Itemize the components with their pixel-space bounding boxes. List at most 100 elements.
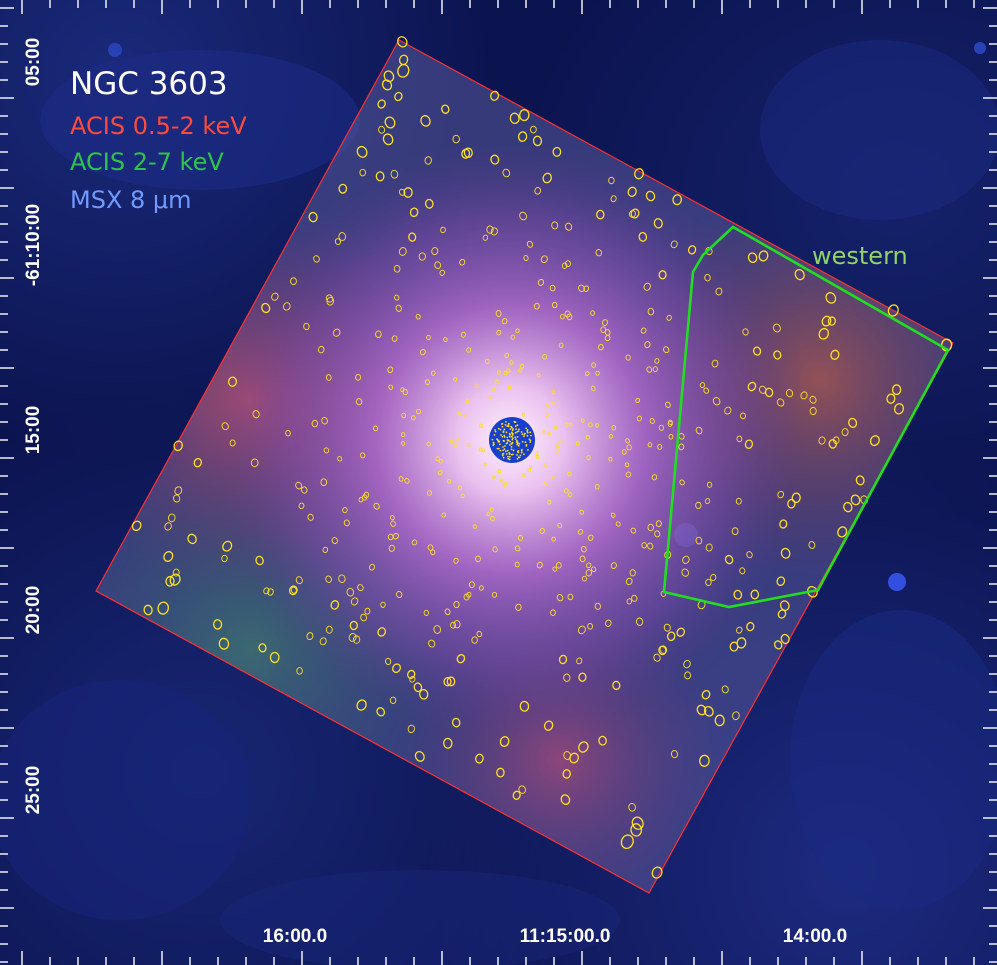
source-ellipse bbox=[295, 481, 303, 490]
source-ellipse bbox=[348, 633, 357, 642]
core-source-dot bbox=[528, 438, 531, 441]
source-ellipse bbox=[267, 588, 274, 596]
source-ellipse bbox=[621, 449, 627, 455]
source-ellipse bbox=[569, 752, 579, 764]
core-source-dot bbox=[514, 438, 517, 440]
source-ellipse bbox=[540, 255, 548, 264]
core-source-dot bbox=[517, 451, 520, 454]
dec-tick-label: 20:00 bbox=[23, 585, 44, 635]
core-source-dot bbox=[514, 436, 517, 439]
source-ellipse bbox=[313, 255, 320, 263]
source-ellipse bbox=[458, 485, 463, 491]
source-ellipse bbox=[695, 426, 703, 435]
core-source-dot bbox=[517, 430, 520, 432]
source-ellipse bbox=[577, 529, 584, 535]
source-ellipse bbox=[502, 168, 511, 178]
source-ellipse bbox=[486, 511, 491, 517]
source-ellipse bbox=[261, 302, 271, 314]
source-ellipse bbox=[578, 672, 587, 682]
source-ellipse bbox=[523, 255, 529, 261]
source-ellipse bbox=[550, 609, 556, 616]
source-ellipse bbox=[608, 434, 613, 439]
core-source-dot bbox=[520, 451, 523, 454]
core-sources bbox=[491, 420, 532, 461]
source-ellipse bbox=[519, 211, 527, 221]
core-source-dot bbox=[518, 428, 520, 431]
source-ellipse bbox=[173, 440, 183, 452]
source-ellipse bbox=[456, 654, 466, 664]
source-ellipse bbox=[307, 513, 314, 521]
source-ellipse bbox=[173, 494, 181, 503]
dec-tick-label: 15:00 bbox=[23, 405, 44, 455]
source-ellipse bbox=[631, 816, 644, 830]
source-ellipse bbox=[361, 494, 368, 501]
dec-tick-label: 05:00 bbox=[23, 37, 44, 87]
source-ellipse bbox=[647, 442, 653, 448]
source-ellipse bbox=[398, 247, 407, 256]
source-ellipse bbox=[557, 522, 563, 529]
source-ellipse bbox=[515, 328, 520, 334]
source-ellipse bbox=[408, 232, 417, 242]
core-source-dot bbox=[512, 428, 514, 430]
source-ellipse bbox=[818, 436, 826, 445]
source-ellipse bbox=[681, 568, 689, 577]
source-ellipse bbox=[384, 116, 396, 129]
source-ellipse bbox=[731, 527, 739, 536]
source-ellipse bbox=[474, 383, 479, 389]
core-source-dot bbox=[509, 428, 512, 430]
core-source-dot bbox=[514, 421, 516, 423]
core-source-dot bbox=[503, 434, 506, 437]
source-ellipse bbox=[830, 349, 840, 360]
source-ellipse bbox=[537, 278, 545, 286]
source-ellipse bbox=[424, 379, 431, 386]
core-source-dot bbox=[503, 428, 506, 431]
source-ellipse bbox=[385, 657, 392, 665]
acis-footprint-outline bbox=[95, 39, 954, 894]
source-ellipse bbox=[501, 318, 508, 325]
source-ellipse bbox=[578, 741, 589, 753]
source-ellipse bbox=[581, 575, 587, 582]
background-nebula bbox=[0, 40, 997, 965]
source-ellipse bbox=[629, 569, 636, 577]
source-ellipse bbox=[431, 247, 439, 256]
source-ellipse bbox=[519, 700, 530, 712]
core-source-dot bbox=[516, 442, 519, 445]
source-ellipse bbox=[580, 546, 587, 553]
source-ellipse bbox=[891, 384, 902, 396]
source-ellipse bbox=[423, 609, 429, 616]
source-ellipse bbox=[391, 335, 398, 342]
source-ellipse bbox=[479, 585, 484, 591]
source-ellipse bbox=[443, 677, 452, 687]
source-ellipse bbox=[610, 195, 617, 203]
source-ellipse bbox=[598, 735, 607, 746]
source-ellipse bbox=[776, 398, 785, 407]
source-ellipse bbox=[496, 370, 501, 375]
source-ellipse bbox=[739, 567, 746, 575]
source-ellipse bbox=[375, 330, 382, 338]
source-ellipse bbox=[554, 425, 558, 430]
source-ellipse bbox=[252, 410, 260, 419]
core-source-dot bbox=[519, 454, 522, 457]
source-ellipse bbox=[560, 794, 571, 805]
source-ellipse bbox=[451, 717, 461, 728]
source-ellipse bbox=[338, 183, 348, 194]
core-source-dot bbox=[509, 444, 511, 446]
source-ellipse bbox=[604, 334, 611, 342]
source-ellipse bbox=[398, 54, 409, 66]
source-ellipse bbox=[518, 368, 522, 373]
source-ellipse bbox=[227, 376, 238, 387]
core-source-dot bbox=[509, 433, 511, 436]
source-ellipse bbox=[654, 358, 660, 364]
source-ellipse bbox=[330, 600, 340, 610]
source-ellipse bbox=[568, 422, 573, 427]
source-ellipse bbox=[646, 366, 653, 373]
source-ellipse bbox=[172, 568, 180, 577]
core-source-dot bbox=[496, 438, 498, 441]
core-source-dot bbox=[516, 454, 518, 456]
core-source-dot bbox=[521, 433, 524, 435]
source-ellipse bbox=[338, 574, 346, 583]
source-ellipse bbox=[404, 477, 410, 484]
source-ellipse bbox=[750, 589, 760, 600]
source-ellipse bbox=[504, 352, 510, 358]
